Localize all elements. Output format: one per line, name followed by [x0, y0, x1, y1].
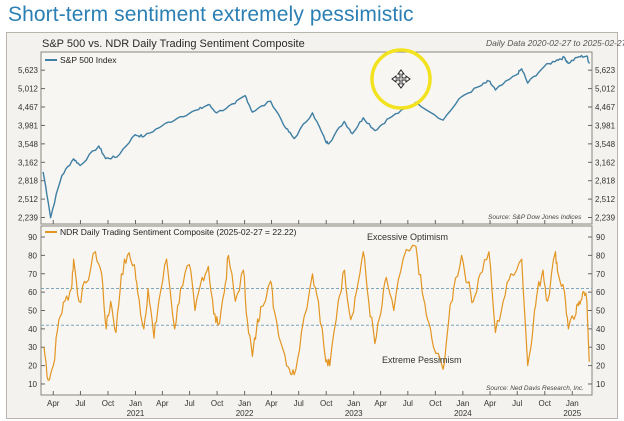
- x-month-label: Oct: [320, 399, 333, 408]
- sp500-legend-label: S&P 500 Index: [60, 55, 117, 65]
- move-cursor-icon: [391, 69, 411, 89]
- sentiment-y-tick-label-left: 70: [28, 270, 37, 279]
- sentiment-y-tick-label-right: 20: [596, 362, 605, 371]
- sentiment-y-tick-label-right: 60: [596, 288, 605, 297]
- x-month-label: Oct: [539, 399, 552, 408]
- sentiment-y-tick-label-right: 90: [596, 233, 605, 242]
- sentiment-y-tick-label-right: 10: [596, 380, 605, 389]
- chart-date-range: Daily Data 2020-02-27 to 2025-02-27: [486, 38, 624, 48]
- sentiment-y-tick-label-right: 70: [596, 270, 605, 279]
- sentiment-y-tick-label-left: 80: [28, 251, 37, 260]
- sentiment-y-tick-label-right: 50: [596, 307, 605, 316]
- sp500-y-tick-label-right: 5,012: [595, 85, 616, 94]
- sp500-y-tick-label-right: 3,548: [595, 140, 616, 149]
- sp500-y-tick-label-left: 3,981: [18, 121, 39, 130]
- sp500-y-tick-label-right: 3,981: [595, 121, 616, 130]
- sentiment-y-axis: 10 10 20 20 30 30 40 40 50 50 60 60 70 70 80 80 90 90: [28, 233, 605, 389]
- x-month-label: Apr: [47, 399, 60, 408]
- x-month-label: Apr: [374, 399, 387, 408]
- excessive-optimism-label: Excessive Optimism: [367, 232, 448, 242]
- sp500-y-tick-label-right: 2,818: [595, 177, 616, 186]
- sentiment-y-tick-label-left: 50: [28, 307, 37, 316]
- x-month-label: Apr: [484, 399, 497, 408]
- extreme-pessimism-label: Extreme Pessimism: [382, 355, 462, 365]
- x-month-label: Jan: [456, 399, 469, 408]
- sentiment-y-tick-label-left: 30: [28, 343, 37, 352]
- chart-title: S&P 500 vs. NDR Daily Trading Sentiment …: [42, 38, 305, 50]
- x-year-label: 2025: [563, 409, 581, 418]
- sp500-y-tick-label-left: 2,818: [18, 177, 39, 186]
- sentiment-y-tick-label-right: 30: [596, 343, 605, 352]
- x-month-label: Jul: [403, 399, 413, 408]
- x-month-label: Jul: [512, 399, 522, 408]
- threshold-lines: [41, 287, 592, 326]
- sentiment-panel: [40, 225, 593, 396]
- x-month-label: Apr: [265, 399, 278, 408]
- sp500-y-tick-label-left: 3,162: [18, 158, 39, 167]
- sentiment-legend-label: NDR Daily Trading Sentiment Composite (2…: [60, 227, 297, 237]
- x-month-label: Jul: [294, 399, 304, 408]
- sp500-panel: [40, 51, 593, 225]
- x-month-label: Apr: [156, 399, 169, 408]
- x-year-label: 2023: [345, 409, 363, 418]
- sentiment-y-tick-label-left: 60: [28, 288, 37, 297]
- slide-title: Short-term sentiment extremely pessimist…: [8, 3, 414, 26]
- sp500-y-tick-label-left: 2,239: [18, 214, 39, 223]
- sentiment-y-tick-label-right: 80: [596, 251, 605, 260]
- x-month-label: Jan: [238, 399, 251, 408]
- x-month-label: Jan: [566, 399, 579, 408]
- x-month-label: Oct: [102, 399, 115, 408]
- sp500-source: Source: S&P Dow Jones Indices: [488, 214, 582, 221]
- sp500-series-line: [42, 54, 590, 219]
- x-year-label: 2022: [236, 409, 254, 418]
- sentiment-source: Source: Ned Davis Research, Inc.: [486, 385, 584, 392]
- sp500-y-tick-label-right: 2,239: [595, 214, 616, 223]
- sp500-y-tick-label-right: 3,162: [595, 158, 616, 167]
- sp500-y-tick-label-right: 4,467: [595, 103, 616, 112]
- sentiment-y-tick-label-left: 10: [28, 380, 37, 389]
- sentiment-y-tick-label-left: 20: [28, 362, 37, 371]
- sentiment-y-tick-label-left: 90: [28, 233, 37, 242]
- sp500-y-tick-label-right: 2,512: [595, 195, 616, 204]
- sp500-y-tick-label-left: 4,467: [18, 103, 39, 112]
- sentiment-y-tick-label-right: 40: [596, 325, 605, 334]
- sp500-y-tick-label-left: 5,012: [18, 85, 39, 94]
- x-month-label: Jan: [129, 399, 142, 408]
- sp500-y-tick-label-left: 2,512: [18, 195, 39, 204]
- sp500-y-tick-label-right: 5,623: [595, 66, 616, 75]
- sentiment-y-tick-label-left: 40: [28, 325, 37, 334]
- x-year-label: 2024: [454, 409, 472, 418]
- x-axis: Apr Jul Oct Jan Apr Jul Oct Jan Apr Jul Oct Jan Apr J…: [47, 220, 582, 418]
- sp500-y-tick-label-left: 3,548: [18, 140, 39, 149]
- sp500-y-tick-label-left: 5,623: [18, 66, 39, 75]
- x-year-label: 2021: [127, 409, 145, 418]
- x-month-label: Oct: [211, 399, 224, 408]
- x-month-label: Oct: [429, 399, 442, 408]
- highlight-circle: [370, 48, 432, 110]
- sp500-y-axis: 2,239 2,239 2,512 2,512 2,818 2,818 3,162 3,162…: [18, 66, 616, 222]
- x-month-label: Jul: [184, 399, 194, 408]
- sentiment-series-line: [43, 244, 590, 381]
- x-month-label: Jan: [347, 399, 360, 408]
- x-month-label: Jul: [75, 399, 85, 408]
